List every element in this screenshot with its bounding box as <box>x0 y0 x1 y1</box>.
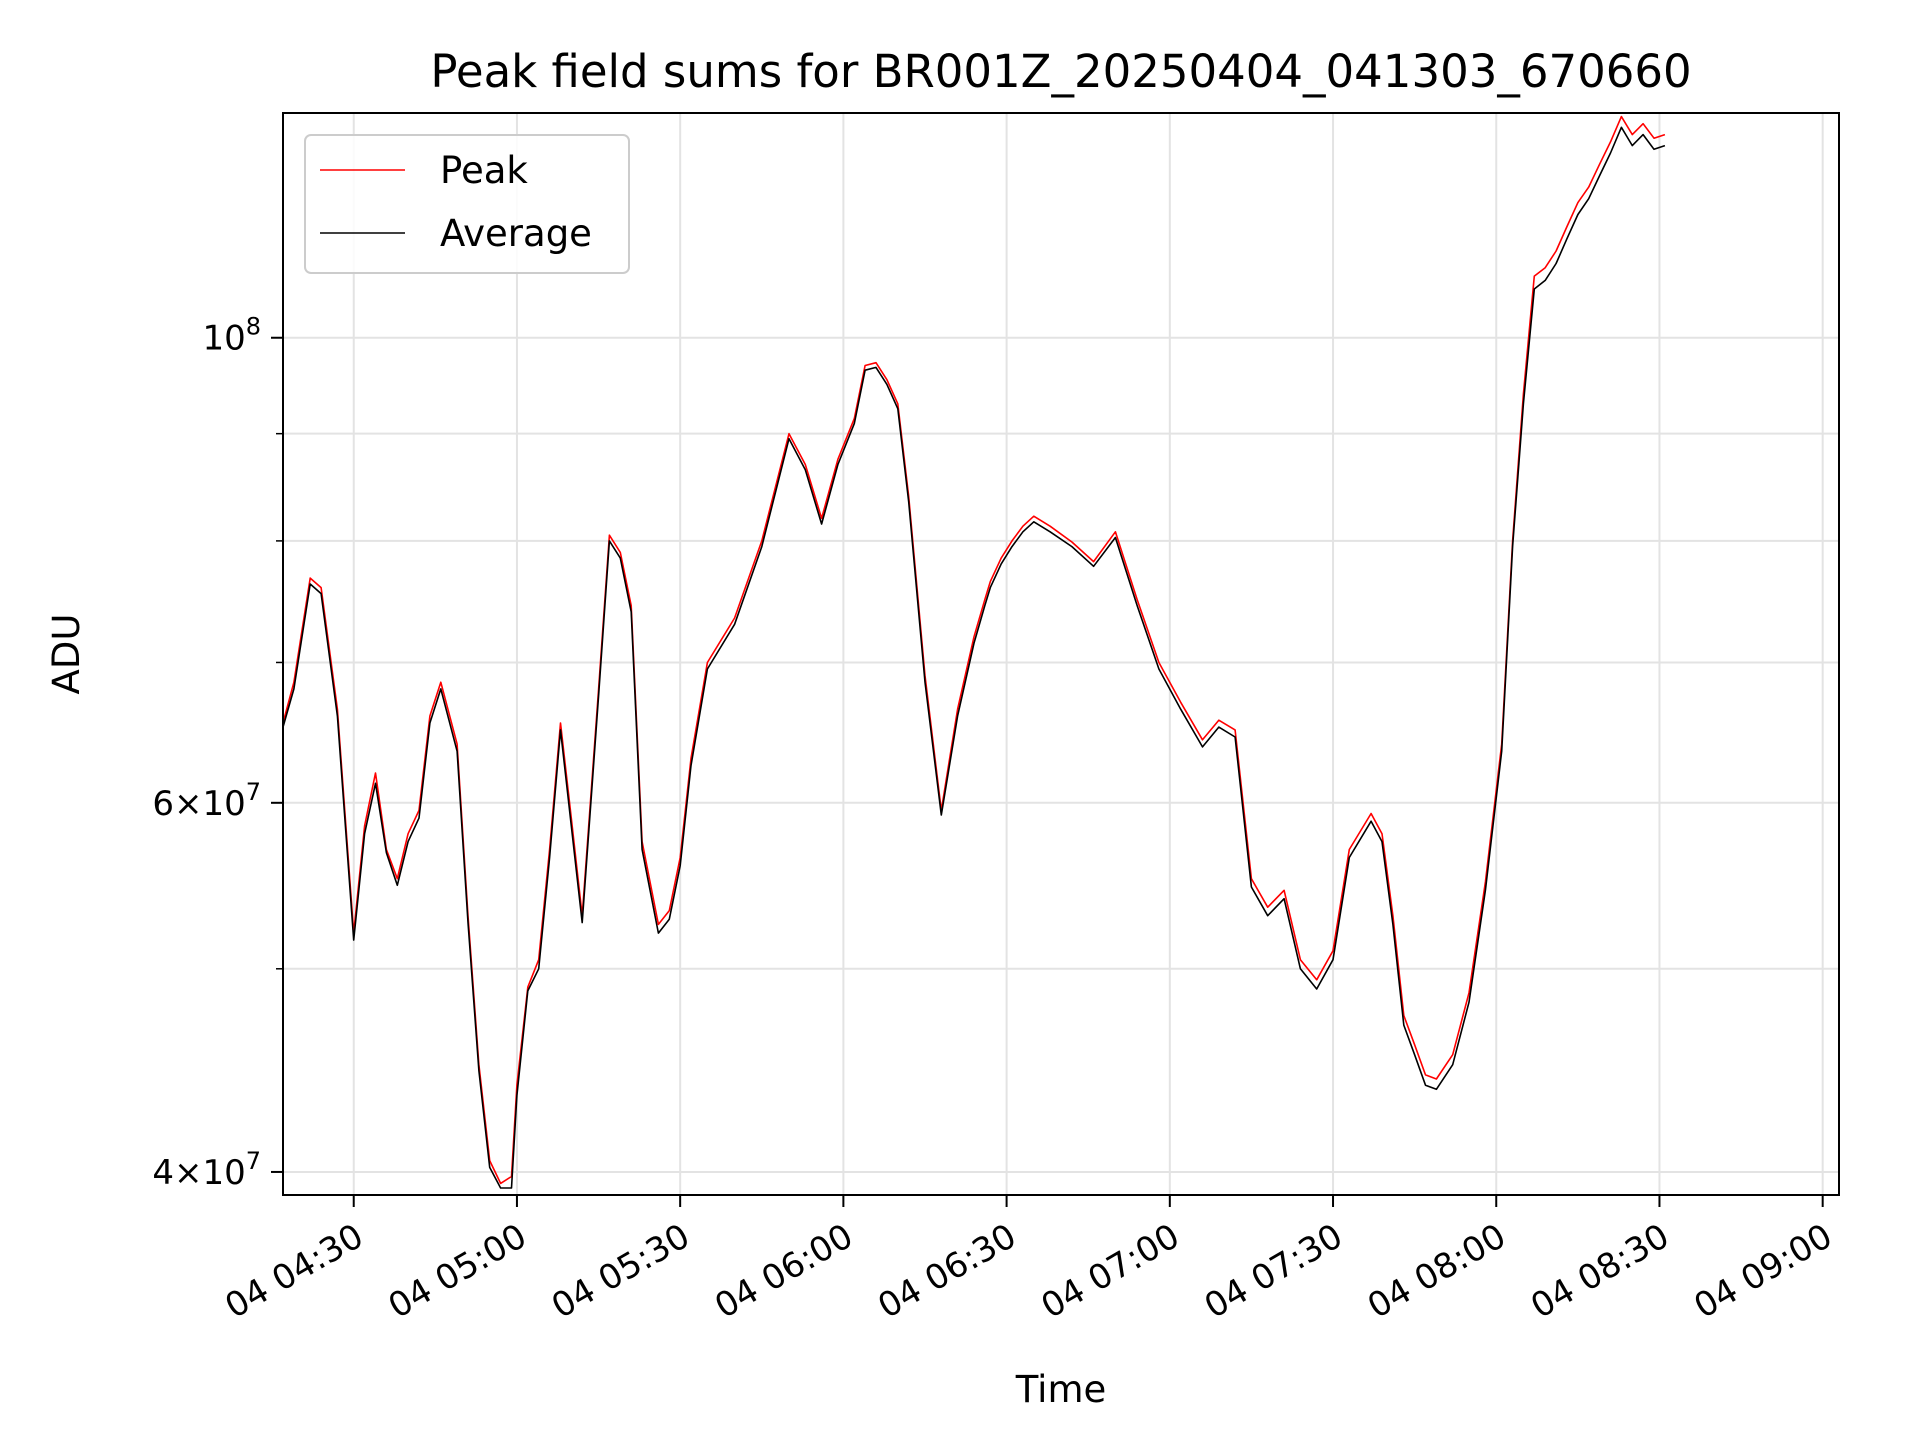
y-axis: 108 6×107 4×107 <box>152 313 283 1193</box>
legend-label-average: Average <box>440 212 592 255</box>
y-tick-label: 4×107 <box>152 1147 261 1193</box>
plot-lines <box>283 115 1666 1189</box>
series-line-average <box>283 126 1666 1189</box>
plot-frame <box>282 112 1840 1196</box>
legend-label-peak: Peak <box>440 149 528 192</box>
y-tick-label: 108 <box>202 313 261 359</box>
x-axis-label: Time <box>1015 1368 1107 1411</box>
y-axis-label: ADU <box>45 614 88 695</box>
y-tick-label: 6×107 <box>152 778 261 824</box>
chart-title: Peak field sums for BR001Z_20250404_0413… <box>430 45 1691 98</box>
legend: Peak Average <box>304 134 630 274</box>
grid <box>283 113 1839 1195</box>
